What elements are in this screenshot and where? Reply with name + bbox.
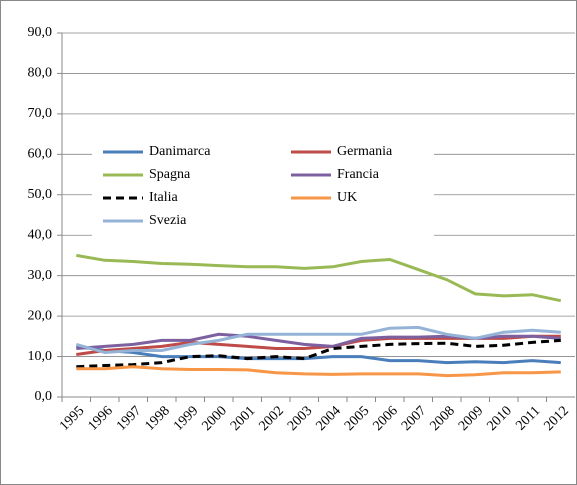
legend-label: Danimarca bbox=[149, 144, 211, 159]
y-tick-label: 10,0 bbox=[28, 349, 53, 364]
y-tick-label: 90,0 bbox=[28, 25, 53, 40]
series-line bbox=[76, 365, 561, 378]
plot bbox=[75, 253, 562, 378]
series-line bbox=[76, 253, 562, 303]
legend-box bbox=[92, 136, 434, 242]
y-tick-label: 20,0 bbox=[28, 308, 53, 323]
legend-label: UK bbox=[337, 190, 357, 205]
y-tick-label: 50,0 bbox=[28, 187, 53, 202]
series-line bbox=[76, 344, 561, 365]
legend-label: Germania bbox=[337, 144, 393, 159]
y-tick-label: 70,0 bbox=[28, 106, 53, 121]
y-tick-label: 30,0 bbox=[28, 268, 53, 283]
series-line bbox=[75, 325, 561, 355]
legend: Danimarca Germania Spagna Francia Italia UK Sv… bbox=[103, 144, 393, 228]
legend-label: Italia bbox=[149, 190, 179, 205]
series-line bbox=[76, 338, 561, 369]
y-tick-label: 40,0 bbox=[28, 227, 53, 242]
legend-label: Svezia bbox=[149, 213, 187, 228]
y-tick-label: 60,0 bbox=[28, 147, 53, 162]
y-tick-label: 80,0 bbox=[28, 66, 53, 81]
y-tick-label: 0,0 bbox=[35, 389, 53, 404]
legend-label: Francia bbox=[337, 167, 380, 182]
legend-label: Spagna bbox=[149, 167, 191, 182]
